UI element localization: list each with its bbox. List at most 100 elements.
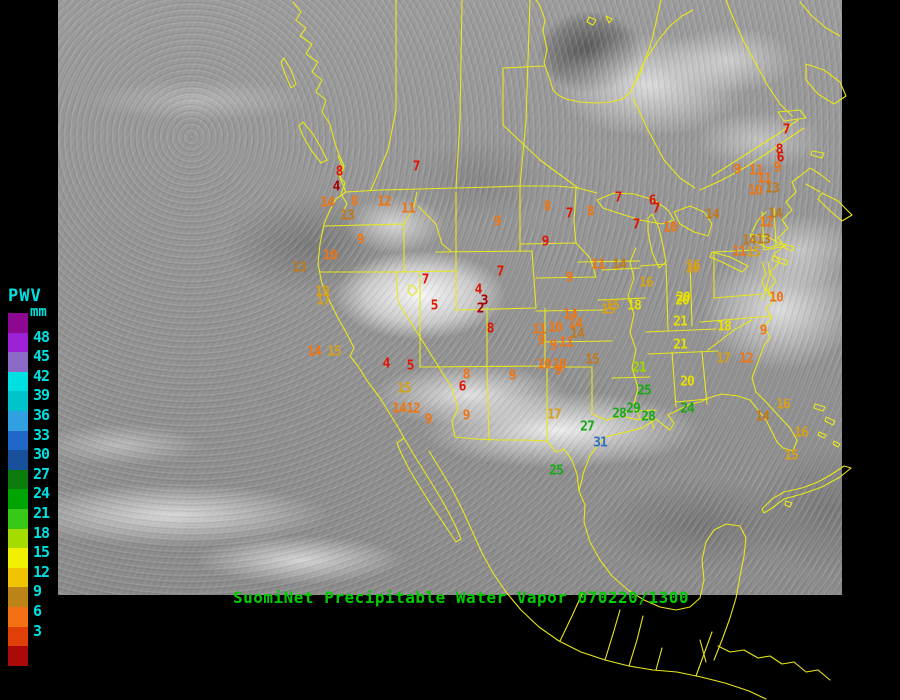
central-america [695, 631, 831, 681]
station-value: 3 [480, 293, 489, 309]
station-value: 7 [412, 159, 421, 175]
station-value: 10 [663, 220, 678, 236]
station-value: 14 [570, 326, 585, 342]
colorbar-label: 24 [33, 484, 50, 503]
station-value: 9 [508, 368, 517, 384]
station-value: 20 [680, 374, 695, 390]
colorbar-segment [8, 313, 28, 333]
station-value: 2 [476, 301, 485, 317]
colorbar-segment [8, 489, 28, 509]
station-value: 9 [424, 412, 433, 428]
colorbar-segment [8, 587, 28, 607]
station-value: 24 [680, 401, 695, 417]
station-value: 28 [641, 409, 656, 425]
satellite-image [58, 0, 842, 595]
colorbar-segment [8, 509, 28, 529]
station-value: 6 [648, 193, 657, 209]
station-value: 13 [292, 260, 307, 276]
station-value: 17 [716, 351, 731, 367]
station-value: 13 [340, 208, 355, 224]
station-value: 9 [549, 338, 558, 354]
station-value: 18 [627, 298, 642, 314]
station-value: 10 [552, 357, 567, 373]
station-value: 16 [685, 261, 700, 277]
station-value: 12 [739, 351, 754, 367]
station-value: 8 [335, 164, 344, 180]
colorbar-segment [8, 352, 28, 372]
colorbar-label: 18 [33, 523, 50, 542]
station-value: 10 [548, 320, 563, 336]
station-value: 4 [382, 356, 391, 372]
station-value: 11 [757, 171, 772, 187]
station-value: 10 [323, 248, 338, 264]
colorbar-segment [8, 391, 28, 411]
station-value: 14 [755, 409, 770, 425]
station-value: 28 [612, 406, 627, 422]
colorbar-segment [8, 332, 28, 353]
station-value: 15 [397, 381, 412, 397]
station-value: 14 [768, 206, 783, 222]
colorbar-segment [8, 646, 28, 666]
station-value: 21 [673, 314, 688, 330]
gulf-coast [578, 393, 751, 492]
station-value: 7 [614, 190, 623, 206]
station-value: 15 [746, 245, 761, 261]
station-value: 13 [756, 232, 771, 248]
station-value: 9 [462, 408, 471, 424]
puget-sound [337, 155, 348, 213]
colorbar-label: 39 [33, 386, 50, 405]
coastline-pacific [292, 1, 347, 193]
us-canada-border [345, 185, 598, 194]
state-borders-plains [519, 187, 655, 430]
station-value: 9 [493, 214, 502, 230]
colorbar-label: 30 [33, 445, 50, 464]
anticosti-island [777, 109, 807, 122]
haida-gwaii [280, 57, 297, 89]
florida [749, 344, 798, 452]
lake-erie [709, 251, 749, 273]
station-value: 10 [748, 183, 763, 199]
nova-scotia [817, 192, 853, 222]
station-value: 6 [776, 150, 785, 166]
great-salt-lake [407, 284, 418, 297]
colorbar-label: 45 [33, 347, 50, 366]
product-title: SuomiNet Precipitable Water Vapor 070220… [233, 588, 689, 607]
station-value: 19 [315, 284, 330, 300]
station-value: 9 [541, 234, 550, 250]
station-value: 17 [547, 407, 562, 423]
station-value: 20 [675, 293, 690, 309]
station-value: 16 [639, 275, 654, 291]
colorbar-label: 36 [33, 406, 50, 424]
station-value: 15 [585, 352, 600, 368]
lake-huron [673, 205, 713, 237]
new-brunswick [799, 167, 831, 193]
station-value: 16 [686, 258, 701, 274]
colorbar-segment [8, 548, 28, 568]
cuba [761, 465, 852, 514]
station-value: 16 [794, 425, 809, 441]
colorbar-label: 27 [33, 464, 50, 483]
station-value: 14 [612, 257, 627, 273]
station-value: 7 [652, 201, 661, 217]
station-value: 9 [537, 333, 546, 349]
station-value: 15 [327, 344, 342, 360]
colorbar-label: 3 [33, 621, 42, 640]
station-value: 11 [749, 163, 764, 179]
station-value: 8 [586, 204, 595, 220]
station-value: 5 [406, 358, 415, 374]
station-value: 14 [307, 344, 322, 360]
station-value: 9 [759, 323, 768, 339]
mexico-gulf-yucatan [578, 490, 747, 661]
station-value: 15 [605, 298, 620, 314]
station-value: 18 [717, 319, 732, 335]
long-island [771, 255, 789, 266]
colorbar-label: 48 [33, 327, 50, 346]
prince-edward-island [810, 150, 825, 159]
colorbar-segment [8, 469, 28, 490]
lake-ontario [749, 233, 782, 249]
bahamas [813, 403, 841, 448]
baja-california [396, 437, 462, 543]
